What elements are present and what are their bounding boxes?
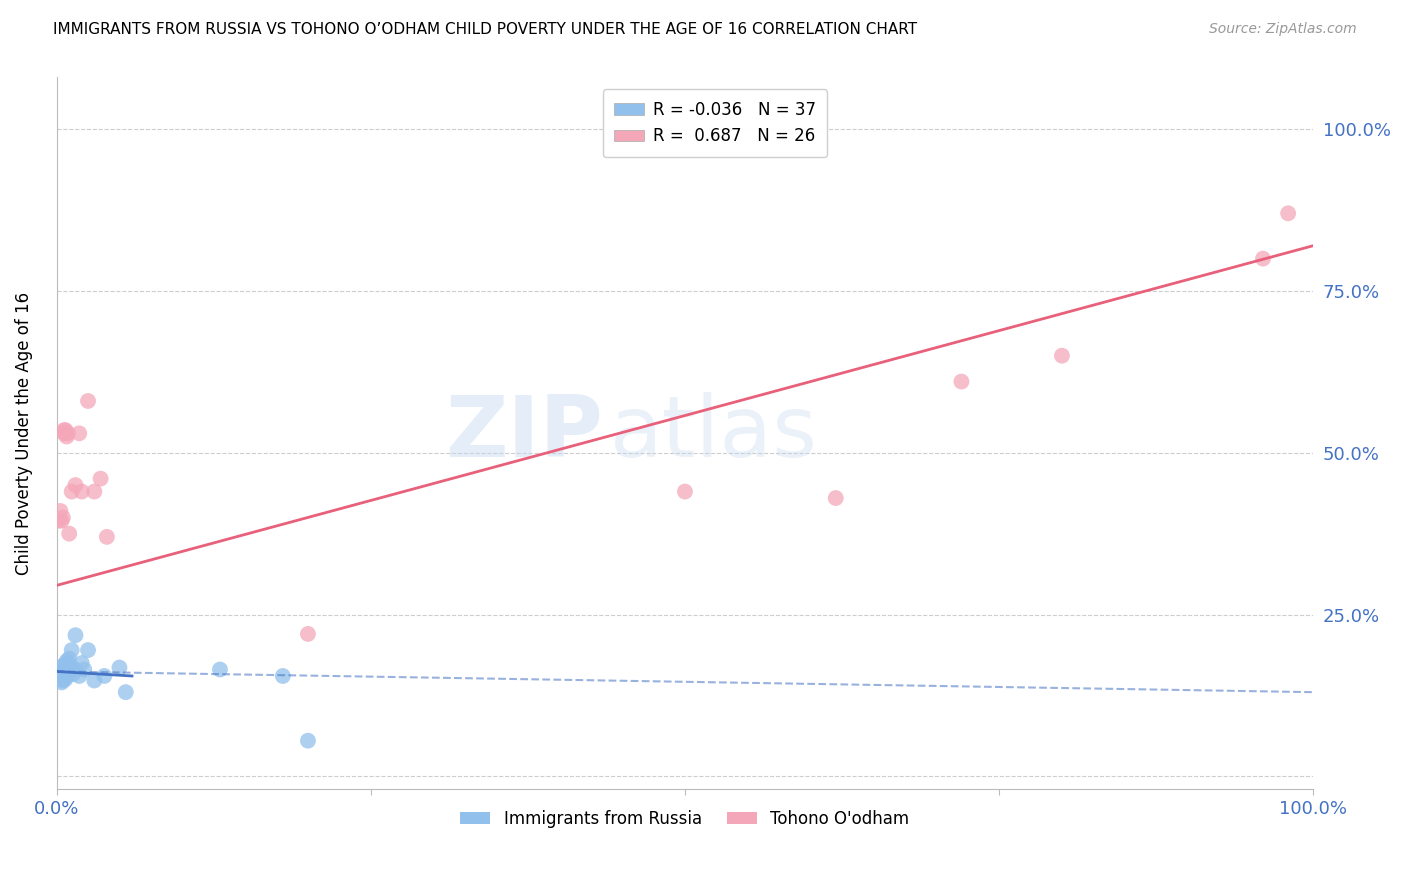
Point <box>65 628 87 642</box>
Point <box>51 665 73 680</box>
Point <box>55 423 77 437</box>
Point <box>55 667 77 681</box>
Point <box>49 665 72 679</box>
Point <box>73 663 96 677</box>
Point <box>108 660 131 674</box>
Point <box>55 426 77 441</box>
Text: atlas: atlas <box>610 392 817 475</box>
Point <box>55 654 77 668</box>
Point <box>62 667 84 681</box>
Point <box>60 484 83 499</box>
Point <box>55 663 77 677</box>
Point <box>67 669 90 683</box>
Point <box>65 663 87 677</box>
Point <box>77 394 100 409</box>
Point <box>58 651 80 665</box>
Point <box>1277 206 1299 220</box>
Point <box>53 426 76 441</box>
Point <box>70 484 93 499</box>
Point <box>53 657 76 672</box>
Point <box>52 667 75 681</box>
Point <box>297 627 319 641</box>
Point <box>67 426 90 441</box>
Point <box>950 375 973 389</box>
Point <box>56 665 79 680</box>
Point <box>70 656 93 670</box>
Point <box>58 526 80 541</box>
Text: ZIP: ZIP <box>446 392 603 475</box>
Point <box>55 660 77 674</box>
Point <box>824 491 846 505</box>
Point <box>65 478 87 492</box>
Point <box>52 510 75 524</box>
Point <box>1050 349 1073 363</box>
Point <box>55 672 77 686</box>
Point <box>53 665 76 680</box>
Point <box>83 673 105 688</box>
Point <box>53 669 76 683</box>
Point <box>90 472 112 486</box>
Point <box>52 659 75 673</box>
Point <box>51 514 73 528</box>
Point <box>93 669 115 683</box>
Point <box>114 685 136 699</box>
Point <box>51 675 73 690</box>
Text: Source: ZipAtlas.com: Source: ZipAtlas.com <box>1209 22 1357 37</box>
Point <box>55 669 77 683</box>
Point <box>58 663 80 677</box>
Point <box>49 669 72 683</box>
Point <box>96 530 118 544</box>
Legend: Immigrants from Russia, Tohono O'odham: Immigrants from Russia, Tohono O'odham <box>454 803 917 834</box>
Point <box>49 504 72 518</box>
Point <box>52 673 75 688</box>
Text: IMMIGRANTS FROM RUSSIA VS TOHONO O’ODHAM CHILD POVERTY UNDER THE AGE OF 16 CORRE: IMMIGRANTS FROM RUSSIA VS TOHONO O’ODHAM… <box>53 22 918 37</box>
Point <box>673 484 696 499</box>
Point <box>48 514 70 528</box>
Y-axis label: Child Poverty Under the Age of 16: Child Poverty Under the Age of 16 <box>15 292 32 574</box>
Point <box>59 659 82 673</box>
Point <box>271 669 294 683</box>
Point <box>56 426 79 441</box>
Point <box>56 656 79 670</box>
Point <box>208 663 231 677</box>
Point <box>60 643 83 657</box>
Point <box>83 484 105 499</box>
Point <box>55 429 77 443</box>
Point <box>1251 252 1274 266</box>
Point <box>48 672 70 686</box>
Point <box>53 423 76 437</box>
Point <box>77 643 100 657</box>
Point <box>297 733 319 747</box>
